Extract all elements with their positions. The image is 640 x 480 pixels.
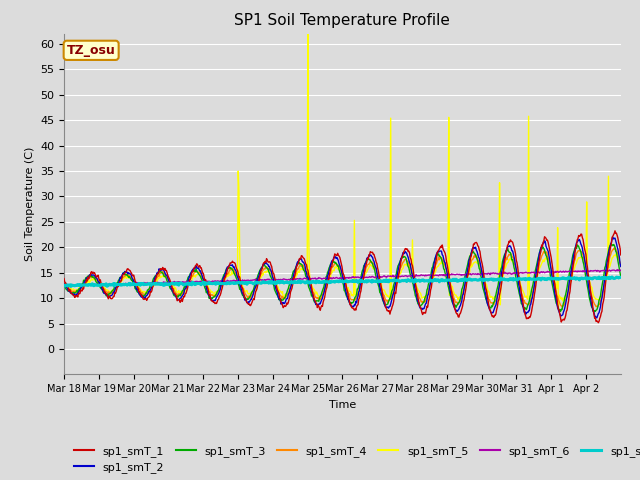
sp1_smT_6 (617, 267, 625, 273)
sp1_smT_4 (60, 281, 68, 287)
sp1_smT_7 (126, 282, 134, 288)
Legend: sp1_smT_1, sp1_smT_2, sp1_smT_3, sp1_smT_4, sp1_smT_5, sp1_smT_6, sp1_smT_7: sp1_smT_1, sp1_smT_2, sp1_smT_3, sp1_smT… (70, 441, 640, 478)
sp1_smT_5 (125, 274, 133, 279)
sp1_smT_3 (431, 256, 439, 262)
sp1_smT_6 (613, 267, 621, 273)
sp1_smT_2 (609, 235, 617, 240)
sp1_smT_6 (228, 278, 236, 284)
Title: SP1 Soil Temperature Profile: SP1 Soil Temperature Profile (234, 13, 451, 28)
sp1_smT_7 (617, 275, 625, 280)
sp1_smT_4 (228, 266, 236, 272)
sp1_smT_5 (276, 288, 284, 294)
Line: sp1_smT_6: sp1_smT_6 (64, 270, 621, 287)
sp1_smT_4 (617, 264, 625, 269)
sp1_smT_2 (431, 257, 439, 263)
sp1_smT_3 (60, 283, 68, 288)
Text: TZ_osu: TZ_osu (67, 44, 116, 57)
sp1_smT_5 (617, 264, 625, 269)
sp1_smT_3 (276, 298, 284, 304)
Line: sp1_smT_1: sp1_smT_1 (64, 231, 621, 323)
sp1_smT_7 (277, 278, 285, 284)
sp1_smT_5 (60, 280, 68, 286)
Line: sp1_smT_2: sp1_smT_2 (64, 238, 621, 318)
sp1_smT_6 (277, 276, 285, 282)
sp1_smT_3 (610, 241, 618, 247)
sp1_smT_1 (617, 252, 625, 258)
sp1_smT_4 (558, 304, 566, 310)
sp1_smT_6 (401, 273, 408, 279)
sp1_smT_2 (60, 281, 68, 287)
X-axis label: Time: Time (329, 400, 356, 409)
Line: sp1_smT_4: sp1_smT_4 (64, 248, 621, 307)
sp1_smT_3 (617, 274, 625, 279)
sp1_smT_4 (255, 275, 263, 281)
sp1_smT_1 (276, 296, 284, 301)
sp1_smT_7 (228, 280, 236, 286)
Line: sp1_smT_3: sp1_smT_3 (64, 244, 621, 312)
sp1_smT_1 (60, 276, 68, 281)
sp1_smT_3 (255, 269, 263, 275)
sp1_smT_4 (431, 265, 439, 271)
sp1_smT_7 (432, 277, 440, 283)
Y-axis label: Soil Temperature (C): Soil Temperature (C) (24, 147, 35, 261)
sp1_smT_2 (255, 272, 263, 278)
Line: sp1_smT_5: sp1_smT_5 (64, 0, 621, 309)
sp1_smT_2 (617, 264, 625, 269)
sp1_smT_1 (400, 249, 408, 255)
sp1_smT_2 (125, 271, 133, 276)
sp1_smT_1 (255, 275, 263, 281)
sp1_smT_7 (60, 283, 68, 288)
sp1_smT_1 (595, 320, 602, 325)
sp1_smT_6 (126, 281, 134, 287)
sp1_smT_6 (432, 272, 440, 278)
sp1_smT_5 (255, 281, 263, 287)
sp1_smT_7 (67, 284, 74, 289)
sp1_smT_2 (400, 250, 408, 256)
sp1_smT_2 (276, 298, 284, 303)
sp1_smT_5 (228, 269, 236, 275)
sp1_smT_6 (60, 283, 68, 288)
sp1_smT_3 (590, 309, 598, 314)
sp1_smT_5 (432, 268, 440, 274)
Line: sp1_smT_7: sp1_smT_7 (64, 277, 621, 287)
sp1_smT_3 (228, 265, 236, 271)
sp1_smT_7 (256, 280, 264, 286)
sp1_smT_6 (63, 284, 71, 289)
sp1_smT_3 (125, 274, 133, 279)
sp1_smT_6 (256, 276, 264, 282)
sp1_smT_7 (608, 274, 616, 280)
sp1_smT_7 (401, 277, 408, 283)
sp1_smT_1 (125, 267, 133, 273)
sp1_smT_4 (611, 245, 618, 251)
sp1_smT_5 (401, 262, 408, 267)
sp1_smT_1 (431, 264, 439, 269)
sp1_smT_4 (276, 293, 284, 299)
sp1_smT_1 (611, 228, 619, 234)
sp1_smT_5 (554, 306, 562, 312)
sp1_smT_3 (400, 254, 408, 260)
sp1_smT_2 (593, 315, 601, 321)
sp1_smT_1 (228, 260, 236, 266)
sp1_smT_4 (125, 273, 133, 278)
sp1_smT_2 (228, 263, 236, 268)
sp1_smT_4 (400, 259, 408, 264)
